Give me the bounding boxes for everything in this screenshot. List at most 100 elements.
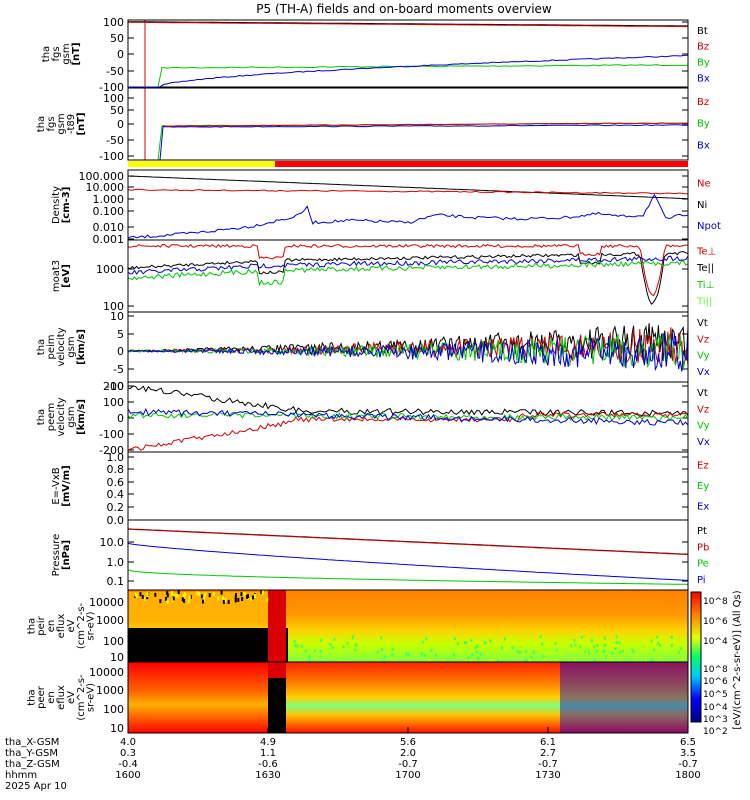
spectrogram-pixel <box>544 637 547 641</box>
spectrogram-pixel <box>639 640 642 644</box>
spectrogram-pixel <box>528 642 531 646</box>
xaxis-row-label: tha_Y-GSM <box>5 748 58 759</box>
spectrogram-pixel <box>621 649 624 653</box>
legend-te: Te⊥ <box>696 246 716 257</box>
spectrogram-pixel <box>677 650 680 654</box>
spectrogram-pixel <box>489 639 492 643</box>
ylabel-line: tha <box>26 618 37 634</box>
spectrogram-pixel <box>220 590 223 595</box>
spectrogram-pixel <box>297 659 300 663</box>
spectrogram-pixel <box>645 658 648 662</box>
spectrogram-pixel <box>159 599 162 604</box>
xtick-hhmm: 1600 <box>115 770 140 781</box>
spectrogram-pixel <box>476 644 479 648</box>
spectrogram-pixel <box>573 638 576 642</box>
legend-vz: Vz <box>697 334 709 345</box>
spectrogram-pixel <box>342 645 345 649</box>
series-te-par <box>127 251 689 305</box>
ytick-label: 200 <box>103 380 124 393</box>
spectrogram-pixel <box>308 657 311 661</box>
spectrogram-pixel <box>467 656 470 660</box>
spectrogram-pixel <box>196 591 199 596</box>
ytick-label: 0.0 <box>107 514 125 527</box>
legend-ex: Ex <box>697 502 709 513</box>
xaxis-row-label: 2025 Apr 10 <box>5 781 67 792</box>
spectrogram-pixel <box>319 649 322 653</box>
legend-bz: Bz <box>697 42 709 53</box>
legend-vt: Vt <box>697 388 708 399</box>
spectrogram-pixel <box>584 650 587 654</box>
legend-pe: Pe <box>697 559 709 570</box>
xtick-x-gsm: 4.9 <box>260 737 276 748</box>
series-npot <box>127 193 689 239</box>
ylabel-line: gsm <box>66 336 77 357</box>
spectrogram-pixel <box>333 654 336 658</box>
panel-ylabel: Pressure[nPa] <box>51 534 72 577</box>
ytick-label: -100 <box>99 150 124 163</box>
ylabel-line: sr-eV) <box>86 683 97 712</box>
spectrogram-pixel <box>183 598 186 603</box>
legend-pt: Pt <box>697 526 707 537</box>
ylabel-line: eflux <box>56 614 67 639</box>
spectrogram-pixel <box>141 595 144 600</box>
spectrogram-pixel <box>261 590 264 595</box>
spectrogram-pixel <box>417 642 420 646</box>
legend-vy: Vy <box>697 351 710 362</box>
xaxis-row-label: hhmm <box>5 770 37 781</box>
ylabel-line: fgs <box>51 46 62 61</box>
ytick-label: 1000 <box>96 614 124 627</box>
spectrogram-pixel <box>590 639 593 643</box>
ytick-label: -10 <box>106 380 124 393</box>
legend-pi: Pi <box>697 575 706 586</box>
spectrogram-pixel <box>528 658 531 662</box>
spectrogram-pixel <box>234 595 237 600</box>
spectrogram-pixel <box>254 593 257 598</box>
spectrogram-pixel <box>171 591 174 596</box>
spectrogram-pixel <box>182 594 185 599</box>
spectrogram-pixel <box>456 642 459 646</box>
spectrogram-pixel <box>250 596 253 601</box>
legend-ey: Ey <box>697 481 709 492</box>
ytick-label: 10000 <box>89 666 124 679</box>
spectrogram-pixel <box>510 642 513 646</box>
spectrogram-pixel <box>243 591 246 596</box>
spectrogram-pixel <box>521 653 524 657</box>
spectrogram-pixel <box>251 595 254 600</box>
spectrogram-pixel <box>646 659 649 663</box>
ylabel-line: tha <box>36 339 47 355</box>
spectrogram-pixel <box>441 659 444 663</box>
xaxis-row-label: tha_Z-GSM <box>5 759 60 770</box>
spectrogram-pixel <box>143 596 146 601</box>
spectrogram-pixel <box>461 650 464 654</box>
ylabel-line: en <box>46 691 57 704</box>
spectrogram-pixel <box>296 644 299 648</box>
spectrogram-pixel <box>288 645 291 649</box>
spectrogram-pixel <box>166 599 169 604</box>
spectrogram-pixel <box>532 645 535 649</box>
legend-bz: Bz <box>697 97 709 108</box>
spectrogram-pixel <box>471 653 474 657</box>
ylabel-line: eV <box>66 691 77 704</box>
panel-frame <box>127 451 689 521</box>
spectrogram-pixel <box>393 659 396 663</box>
spectrogram-pixel <box>376 650 379 654</box>
ylabel-line: gsm <box>61 43 72 64</box>
spectrogram-pixel <box>469 659 472 663</box>
spectrogram-pixel <box>558 635 561 639</box>
spectrogram-pixel <box>577 641 580 645</box>
series-bz-dc <box>162 122 689 127</box>
series-bz <box>127 21 688 28</box>
spectrogram-pixel <box>388 646 391 650</box>
spectrogram-pixel <box>479 652 482 656</box>
spectrogram-pixel <box>391 653 394 657</box>
spectrogram-pixel <box>532 639 535 643</box>
spectrogram-pixel <box>135 593 138 598</box>
spectrogram-pixel <box>596 644 599 648</box>
spectrogram-band <box>560 662 688 733</box>
ytick-label: 10 <box>110 722 124 735</box>
spectrogram-pixel <box>442 643 445 647</box>
spectrogram-pixel <box>188 595 191 600</box>
spectrogram-pixel <box>333 640 336 644</box>
series-by-dc <box>157 122 689 161</box>
